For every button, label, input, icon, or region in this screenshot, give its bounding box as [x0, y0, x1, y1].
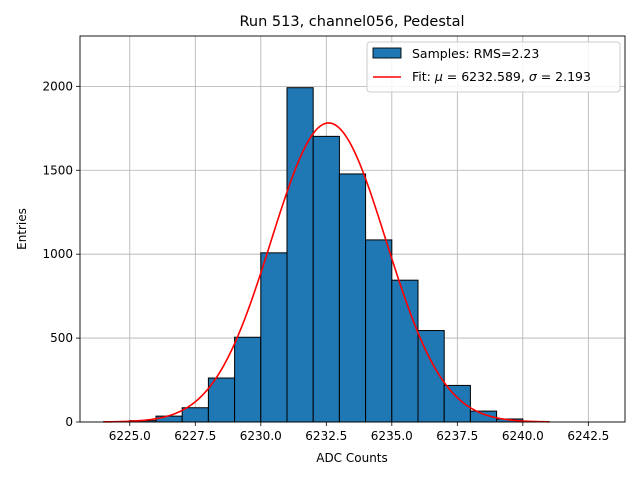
legend-fit-mu-symbol: μ: [434, 69, 443, 84]
x-tick-label: 6240.0: [502, 429, 544, 443]
fit-curve: [103, 122, 550, 423]
legend-fit-sigma-symbol: σ: [529, 69, 538, 84]
legend-fit-mu-value: = 6232.589,: [443, 69, 529, 84]
y-tick-label: 2000: [42, 79, 73, 93]
x-axis-label: ADC Counts: [316, 451, 388, 465]
x-tick-label: 6225.0: [109, 429, 151, 443]
legend-fit-label: Fit: μ = 6232.589, σ = 2.193: [412, 69, 591, 84]
histogram-bar: [338, 173, 367, 423]
histogram-bar: [181, 407, 209, 423]
legend: Samples: RMS=2.23 Fit: μ = 6232.589, σ =…: [366, 41, 621, 93]
legend-histogram-label: Samples: RMS=2.23: [412, 46, 539, 61]
x-tick-label: 6232.5: [305, 429, 347, 443]
chart-title: Run 513, channel056, Pedestal: [239, 14, 464, 30]
y-tick-label: 500: [50, 331, 73, 345]
plot-frame: [79, 35, 626, 423]
legend-box: [366, 41, 621, 93]
x-tick-label: 6235.0: [371, 429, 413, 443]
histogram-bar: [234, 336, 262, 423]
x-tick-label: 6242.5: [567, 429, 609, 443]
y-tick-label: 1000: [42, 247, 73, 261]
y-tick-label: 1500: [42, 163, 73, 177]
legend-fit-sigma-value: = 2.193: [537, 69, 591, 84]
y-axis-label: Entries: [15, 208, 29, 250]
histogram-bar: [286, 87, 314, 423]
legend-fit-label-prefix: Fit:: [412, 69, 435, 84]
legend-histogram-swatch: [372, 47, 402, 59]
histogram-bar: [443, 384, 471, 423]
x-tick-label: 6237.5: [436, 429, 478, 443]
y-axis-ticks: 0 500 1000 1500 2000: [42, 79, 80, 429]
histogram-bar: [207, 377, 236, 423]
histogram-bar: [312, 135, 340, 423]
histogram-bar: [155, 415, 183, 423]
histogram-bar: [391, 279, 419, 423]
histogram-bar: [365, 239, 393, 423]
histogram-bar: [260, 252, 288, 423]
x-tick-label: 6230.0: [240, 429, 282, 443]
y-tick-label: 0: [65, 415, 73, 429]
x-tick-label: 6227.5: [174, 429, 216, 443]
histogram-bars: [103, 87, 550, 423]
x-axis-ticks: 6225.0 6227.5 6230.0 6232.5 6235.0 6237.5 6240…: [109, 422, 609, 443]
